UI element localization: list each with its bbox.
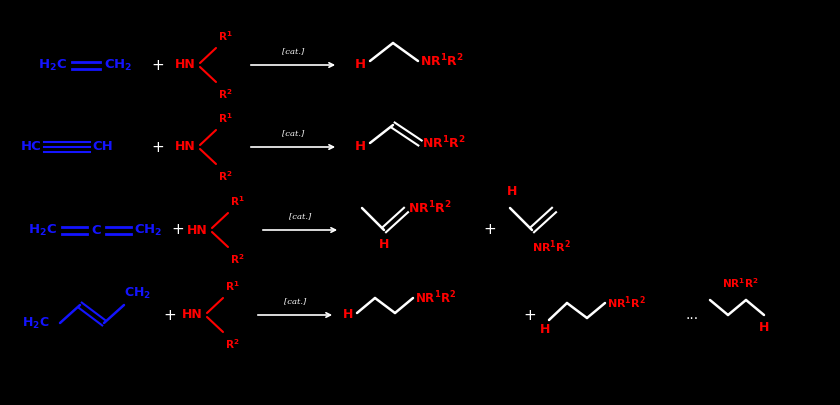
Text: HN: HN — [176, 58, 196, 72]
Text: $\mathregular{R^2}$: $\mathregular{R^2}$ — [218, 169, 233, 183]
Text: $\mathregular{NR^1R^2}$: $\mathregular{NR^1R^2}$ — [607, 295, 646, 311]
Text: H: H — [540, 323, 550, 336]
Text: $\mathregular{NR^1R^2}$: $\mathregular{NR^1R^2}$ — [722, 276, 759, 290]
Text: +: + — [164, 307, 176, 322]
Text: H: H — [354, 141, 365, 153]
Text: C: C — [92, 224, 101, 237]
Text: [cat.]: [cat.] — [289, 212, 311, 220]
Text: HN: HN — [182, 309, 203, 322]
Text: $\mathregular{R^2}$: $\mathregular{R^2}$ — [225, 337, 239, 351]
Text: H: H — [507, 185, 517, 198]
Text: $\mathregular{NR^1R^2}$: $\mathregular{NR^1R^2}$ — [420, 53, 464, 69]
Text: $\mathregular{NR^1R^2}$: $\mathregular{NR^1R^2}$ — [532, 238, 571, 255]
Text: H: H — [354, 58, 365, 72]
Text: $\mathregular{H_2C}$: $\mathregular{H_2C}$ — [38, 58, 66, 72]
Text: $\mathregular{CH_2}$: $\mathregular{CH_2}$ — [124, 286, 151, 301]
Text: $\mathregular{NR^1R^2}$: $\mathregular{NR^1R^2}$ — [422, 135, 465, 151]
Text: HN: HN — [176, 141, 196, 153]
Text: $\mathregular{R^2}$: $\mathregular{R^2}$ — [230, 252, 244, 266]
Text: [cat.]: [cat.] — [282, 129, 304, 137]
Text: +: + — [171, 222, 184, 237]
Text: $\mathregular{H_2C}$: $\mathregular{H_2C}$ — [22, 315, 50, 330]
Text: HN: HN — [187, 224, 208, 237]
Text: CH: CH — [92, 141, 113, 153]
Text: $\mathregular{R^1}$: $\mathregular{R^1}$ — [218, 111, 233, 125]
Text: +: + — [152, 139, 165, 154]
Text: +: + — [523, 307, 537, 322]
Text: $\mathregular{R^1}$: $\mathregular{R^1}$ — [230, 194, 244, 208]
Text: $\mathregular{R^1}$: $\mathregular{R^1}$ — [225, 279, 239, 293]
Text: H: H — [343, 309, 353, 322]
Text: HC: HC — [21, 141, 42, 153]
Text: $\mathregular{CH_2}$: $\mathregular{CH_2}$ — [134, 222, 162, 238]
Text: $\mathregular{CH_2}$: $\mathregular{CH_2}$ — [103, 58, 132, 72]
Text: [cat.]: [cat.] — [284, 297, 306, 305]
Text: +: + — [152, 58, 165, 72]
Text: $\mathregular{NR^1R^2}$: $\mathregular{NR^1R^2}$ — [415, 290, 456, 306]
Text: H: H — [759, 321, 769, 334]
Text: $\mathregular{R^2}$: $\mathregular{R^2}$ — [218, 87, 233, 101]
Text: +: + — [484, 222, 496, 237]
Text: $\mathregular{NR^1R^2}$: $\mathregular{NR^1R^2}$ — [408, 200, 452, 216]
Text: [cat.]: [cat.] — [282, 47, 304, 55]
Text: ...: ... — [685, 308, 699, 322]
Text: $\mathregular{R^1}$: $\mathregular{R^1}$ — [218, 29, 233, 43]
Text: H: H — [379, 238, 389, 251]
Text: $\mathregular{H_2C}$: $\mathregular{H_2C}$ — [28, 222, 56, 238]
